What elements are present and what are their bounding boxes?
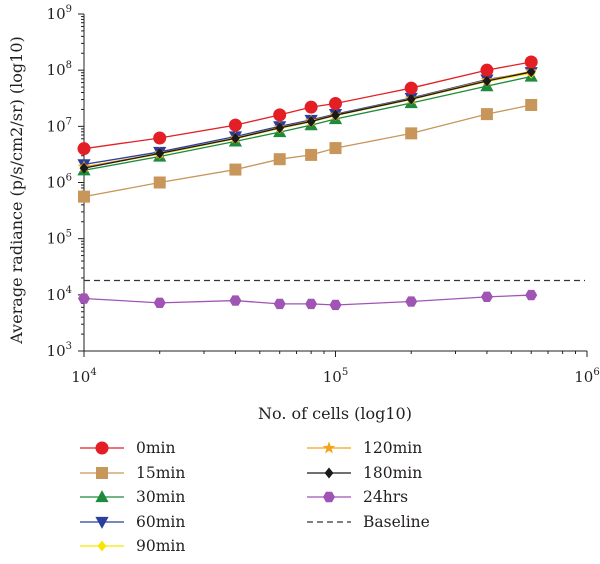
- data-point: [153, 131, 167, 145]
- legend-item: 180min: [305, 462, 422, 484]
- data-point: [304, 100, 318, 114]
- y-tick-label: 107: [47, 116, 72, 135]
- legend-item: 30min: [78, 486, 185, 508]
- data-point: [480, 108, 493, 121]
- y-tick-label: 108: [47, 60, 72, 79]
- data-point: [273, 153, 286, 166]
- legend-item: 120min: [305, 437, 422, 459]
- x-tick-label: 105: [323, 367, 348, 386]
- legend-item: Baseline: [305, 511, 430, 533]
- legend-label: 90min: [136, 537, 186, 555]
- data-point: [78, 293, 90, 304]
- data-point: [404, 81, 418, 95]
- series-0min: [77, 55, 538, 156]
- data-point: [480, 291, 493, 303]
- legend-item: 90min: [78, 535, 185, 557]
- legend-marker: [95, 516, 109, 529]
- legend-item: 24hrs: [305, 486, 408, 508]
- chart-area: 103 104 105 106 107 108 109 104 105 106 No. of ce…: [7, 4, 600, 423]
- legend-marker: [324, 467, 334, 478]
- x-axis-label: No. of cells (log10): [258, 404, 412, 423]
- legend-marker: [95, 441, 109, 455]
- legend-swatch: [80, 540, 124, 552]
- legend-swatch: [307, 491, 351, 503]
- legend-label: 0min: [136, 439, 176, 457]
- data-point: [229, 163, 242, 176]
- data-point: [525, 289, 538, 301]
- legend-item: 15min: [78, 462, 185, 484]
- axes: 103 104 105 106 107 108 109 104 105 106: [47, 4, 600, 386]
- data-point: [79, 162, 89, 174]
- legend-marker: [97, 540, 107, 552]
- data-point: [153, 297, 166, 309]
- legend-marker: [323, 491, 335, 503]
- y-tick-label: 109: [47, 4, 72, 23]
- legend-marker: [96, 466, 108, 479]
- legend-swatch: [307, 520, 351, 523]
- data-point: [526, 66, 536, 78]
- data-point: [329, 142, 342, 155]
- legend-swatch: [80, 490, 124, 503]
- series-15min: [78, 98, 538, 203]
- legend-swatch: [80, 441, 124, 455]
- legend-label: 24hrs: [363, 488, 409, 506]
- data-point: [155, 147, 165, 159]
- data-point: [275, 122, 285, 134]
- data-point: [231, 132, 240, 144]
- data-point: [482, 75, 492, 87]
- series-layer: [77, 55, 538, 311]
- x-tick-label: 104: [71, 367, 96, 386]
- legend-marker: [95, 490, 109, 503]
- data-point: [329, 96, 342, 110]
- legend-label: 60min: [136, 512, 186, 531]
- data-point: [305, 298, 318, 310]
- legend-label: 180min: [363, 463, 423, 482]
- data-point: [305, 148, 318, 161]
- data-point: [480, 63, 494, 77]
- legend-item: 60min: [78, 511, 185, 533]
- y-tick-label: 104: [47, 285, 72, 304]
- data-point: [229, 295, 242, 306]
- data-point: [273, 298, 286, 310]
- y-tick-label: 103: [47, 341, 72, 360]
- legend-label: 30min: [136, 488, 186, 506]
- data-point: [306, 115, 316, 127]
- data-point: [329, 299, 342, 311]
- x-tick-label: 106: [574, 367, 599, 386]
- data-point: [524, 55, 538, 69]
- legend-swatch: [307, 467, 351, 478]
- data-point: [77, 142, 91, 156]
- legend-swatch: [80, 516, 124, 529]
- data-point: [78, 190, 90, 203]
- legend-item: 0min: [78, 437, 176, 459]
- series-24hrs: [78, 289, 538, 311]
- data-point: [228, 118, 242, 132]
- data-point: [405, 127, 418, 140]
- series-180min: [79, 66, 536, 174]
- legend: 0min 15min 30min 60min 90min 120min 180min 24hr…: [78, 437, 538, 564]
- legend-swatch: [307, 441, 351, 454]
- legend-label: 120min: [363, 439, 423, 457]
- legend-label: 15min: [136, 463, 186, 482]
- data-point: [273, 108, 287, 122]
- data-point: [525, 98, 538, 111]
- data-point: [406, 93, 416, 105]
- legend-swatch: [80, 466, 124, 479]
- data-point: [153, 176, 166, 189]
- y-axis-label: Average radiance (p/s/cm2/sr) (log10): [7, 36, 26, 345]
- legend-marker: [322, 441, 336, 454]
- data-point: [331, 109, 340, 121]
- legend-label: Baseline: [363, 512, 430, 531]
- data-point: [405, 296, 418, 307]
- y-tick-label: 106: [47, 173, 72, 192]
- y-tick-label: 105: [47, 229, 72, 248]
